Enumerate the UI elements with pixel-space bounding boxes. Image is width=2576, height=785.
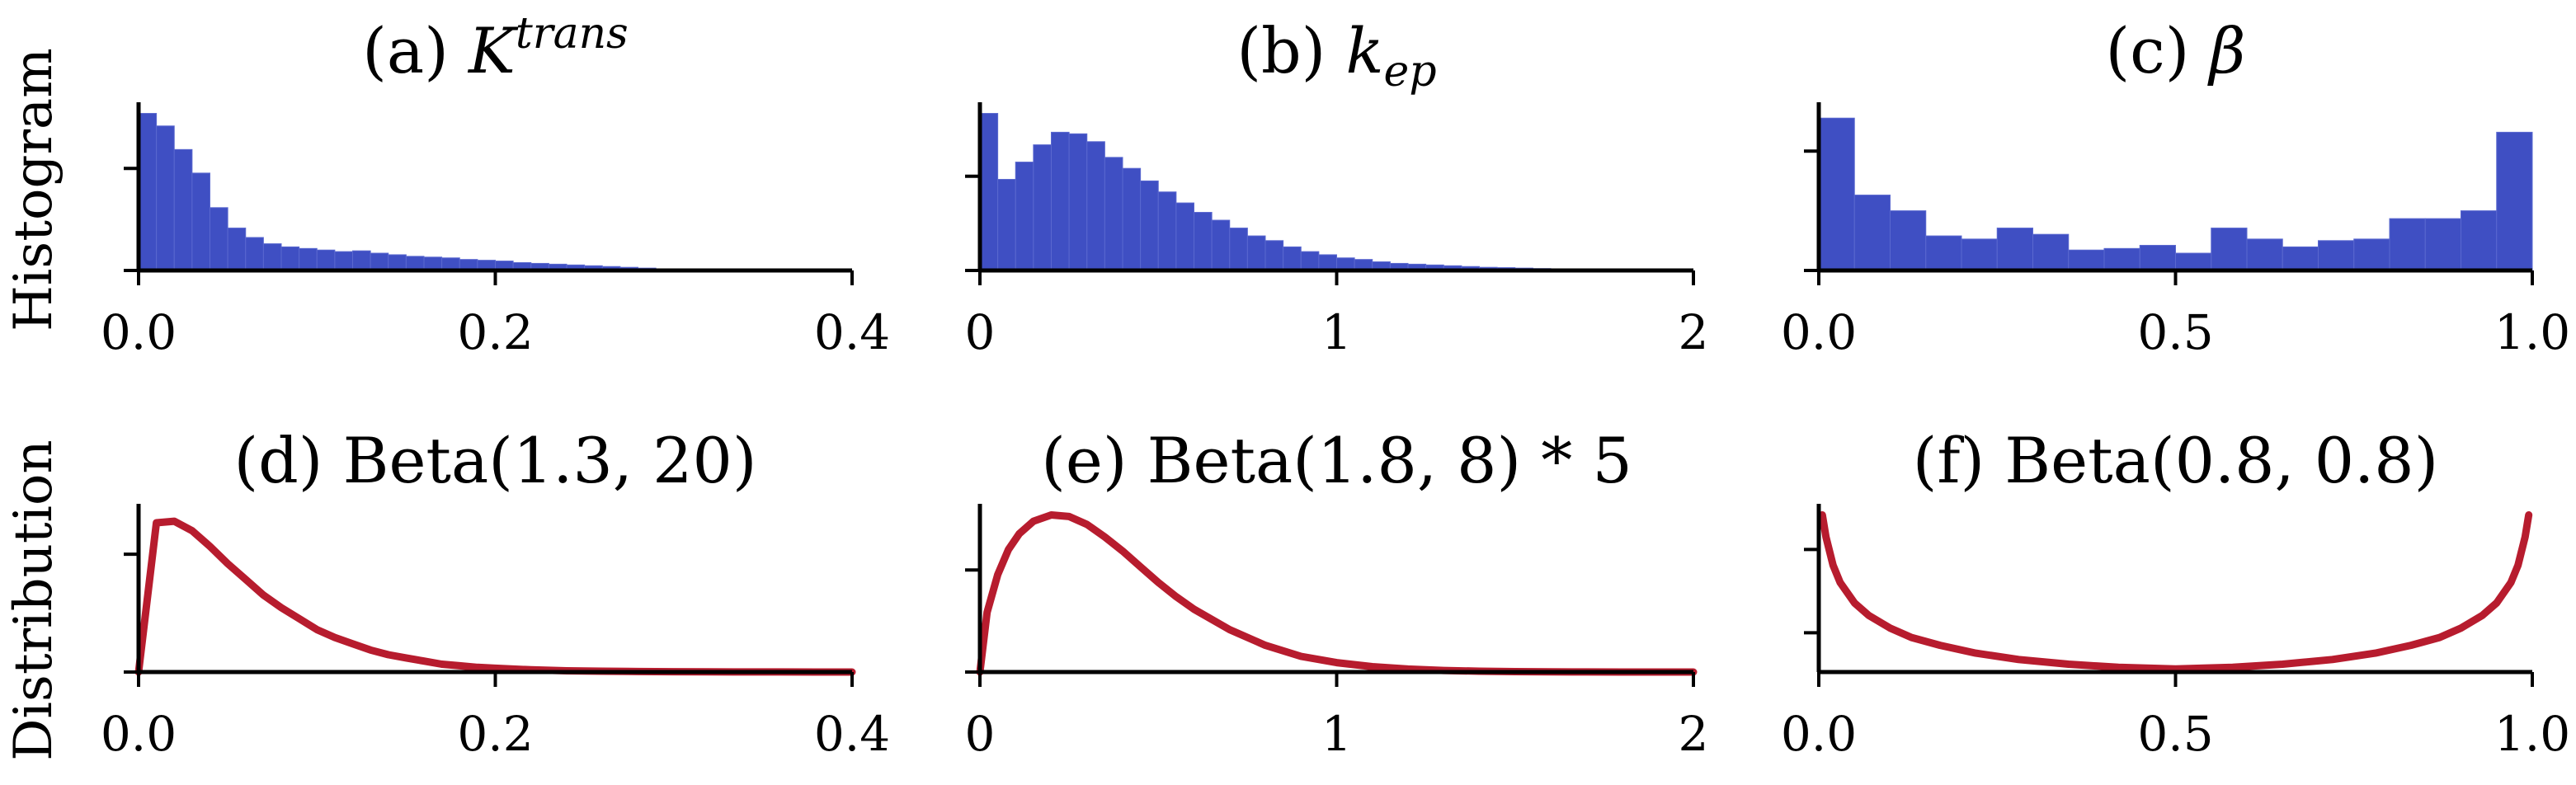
x-tick-label: 0	[965, 706, 996, 762]
x-tick-label: 1.0	[2494, 706, 2570, 762]
histogram-bar	[405, 256, 425, 271]
x-tick-label: 0	[965, 304, 996, 360]
distribution-curve	[134, 517, 856, 676]
histogram-bar	[1015, 162, 1034, 271]
panel-title: (e) Beta(1.8, 8) * 5	[1041, 424, 1632, 497]
histogram-bar	[2103, 247, 2140, 271]
histogram-bar	[1925, 235, 1962, 271]
histogram-bar	[1961, 238, 1998, 271]
histogram-bar	[138, 113, 158, 271]
histogram-bar	[1211, 219, 1231, 271]
panel-title: (d) Beta(1.3, 20)	[234, 424, 757, 497]
histogram-bar	[1157, 191, 1177, 271]
x-tick-label: 1.0	[2494, 304, 2570, 360]
histogram-bar	[191, 172, 210, 271]
x-tick-label: 0.4	[814, 706, 890, 762]
histogram-bar	[1246, 235, 1266, 271]
x-tick-label: 0.0	[1781, 706, 1857, 762]
panel-e: (e) Beta(1.8, 8) * 5 0 1 2	[965, 424, 1709, 762]
histogram-bar	[334, 251, 353, 271]
histogram-bar	[173, 148, 193, 271]
histogram-bar	[316, 249, 336, 271]
histogram-bar	[1068, 133, 1088, 271]
histogram-bar	[156, 125, 175, 271]
panel-a: (a) Ktrans 0.0 0.2 0.4	[101, 9, 890, 360]
histogram-bar	[2175, 252, 2212, 271]
histogram-bar	[1051, 131, 1070, 271]
histogram-bar	[1996, 228, 2033, 271]
histogram-bar	[2246, 238, 2283, 271]
x-tick-label: 2	[1679, 706, 1709, 762]
histogram-bar	[2032, 233, 2070, 271]
x-tick-label: 0.4	[814, 304, 890, 360]
distribution-curve	[976, 511, 1698, 676]
panel-title: (b) kep	[1236, 14, 1436, 96]
histogram-bar	[245, 237, 264, 271]
histogram-bar	[280, 246, 300, 271]
histogram-bar	[1264, 240, 1284, 271]
x-tick-label: 0.5	[2137, 304, 2213, 360]
histogram-bar	[388, 254, 407, 271]
x-tick-label: 1	[1321, 304, 1352, 360]
histogram-bar	[2211, 228, 2248, 271]
histogram-bar	[2282, 246, 2319, 271]
histogram-bar	[352, 250, 371, 271]
histogram-bar	[2139, 245, 2176, 271]
histogram-bar	[1122, 167, 1142, 271]
histogram-bar	[1104, 157, 1123, 271]
histogram-bar	[1140, 180, 1159, 271]
distribution-curve	[1818, 511, 2533, 673]
histogram-bar	[2389, 218, 2426, 271]
panel-f: (f) Beta(0.8, 0.8) 0.0 0.5 1.0	[1781, 424, 2570, 762]
row-label-histogram: Histogram	[3, 48, 64, 331]
panels: (a) Ktrans 0.0 0.2 0.4 (b) kep 0 1 2 (c) β 0.0 0.5…	[101, 9, 2570, 762]
x-tick-label: 0.0	[1781, 304, 1857, 360]
histogram-bar	[299, 247, 318, 271]
panel-b: (b) kep 0 1 2	[965, 14, 1709, 360]
histogram-bar	[1175, 202, 1194, 271]
histogram-bar	[262, 243, 282, 271]
panel-title: (a) Ktrans	[362, 9, 629, 87]
histogram-bar	[1194, 212, 1213, 271]
histogram-bar	[1818, 117, 1855, 271]
histogram-bar	[227, 228, 247, 271]
panel-d: (d) Beta(1.3, 20) 0.0 0.2 0.4	[101, 424, 890, 762]
histogram-bar	[210, 207, 228, 271]
histogram-bar	[2353, 238, 2390, 271]
histogram-bar	[1086, 141, 1105, 271]
panel-c: (c) β 0.0 0.5 1.0	[1781, 14, 2570, 360]
histogram-bar	[979, 113, 999, 271]
x-tick-label: 0.5	[2137, 706, 2213, 762]
histogram-bar	[2068, 249, 2105, 271]
histogram-bar	[1853, 195, 1891, 271]
histogram-bar	[2424, 218, 2461, 271]
histogram-bar	[2461, 210, 2498, 271]
histogram-bar	[1033, 144, 1052, 271]
x-tick-label: 2	[1679, 304, 1709, 360]
panel-title: (f) Beta(0.8, 0.8)	[1913, 424, 2439, 497]
histogram-bar	[1890, 210, 1927, 271]
x-tick-label: 1	[1321, 706, 1352, 762]
histogram-bar	[1229, 228, 1248, 271]
histogram-bar	[1318, 254, 1337, 271]
x-tick-label: 0.0	[101, 304, 177, 360]
x-tick-label: 0.2	[457, 304, 533, 360]
x-tick-label: 0.2	[457, 706, 533, 762]
histogram-bar	[2318, 240, 2355, 271]
histogram-bar	[1300, 251, 1320, 271]
panel-title: (c) β	[2106, 14, 2246, 87]
histogram-bar	[2496, 131, 2533, 271]
histogram-bar	[370, 252, 389, 271]
row-label-distribution: Distribution	[3, 440, 64, 761]
x-tick-label: 0.0	[101, 706, 177, 762]
histogram-bar	[1283, 246, 1302, 271]
histogram-bar	[997, 179, 1016, 271]
